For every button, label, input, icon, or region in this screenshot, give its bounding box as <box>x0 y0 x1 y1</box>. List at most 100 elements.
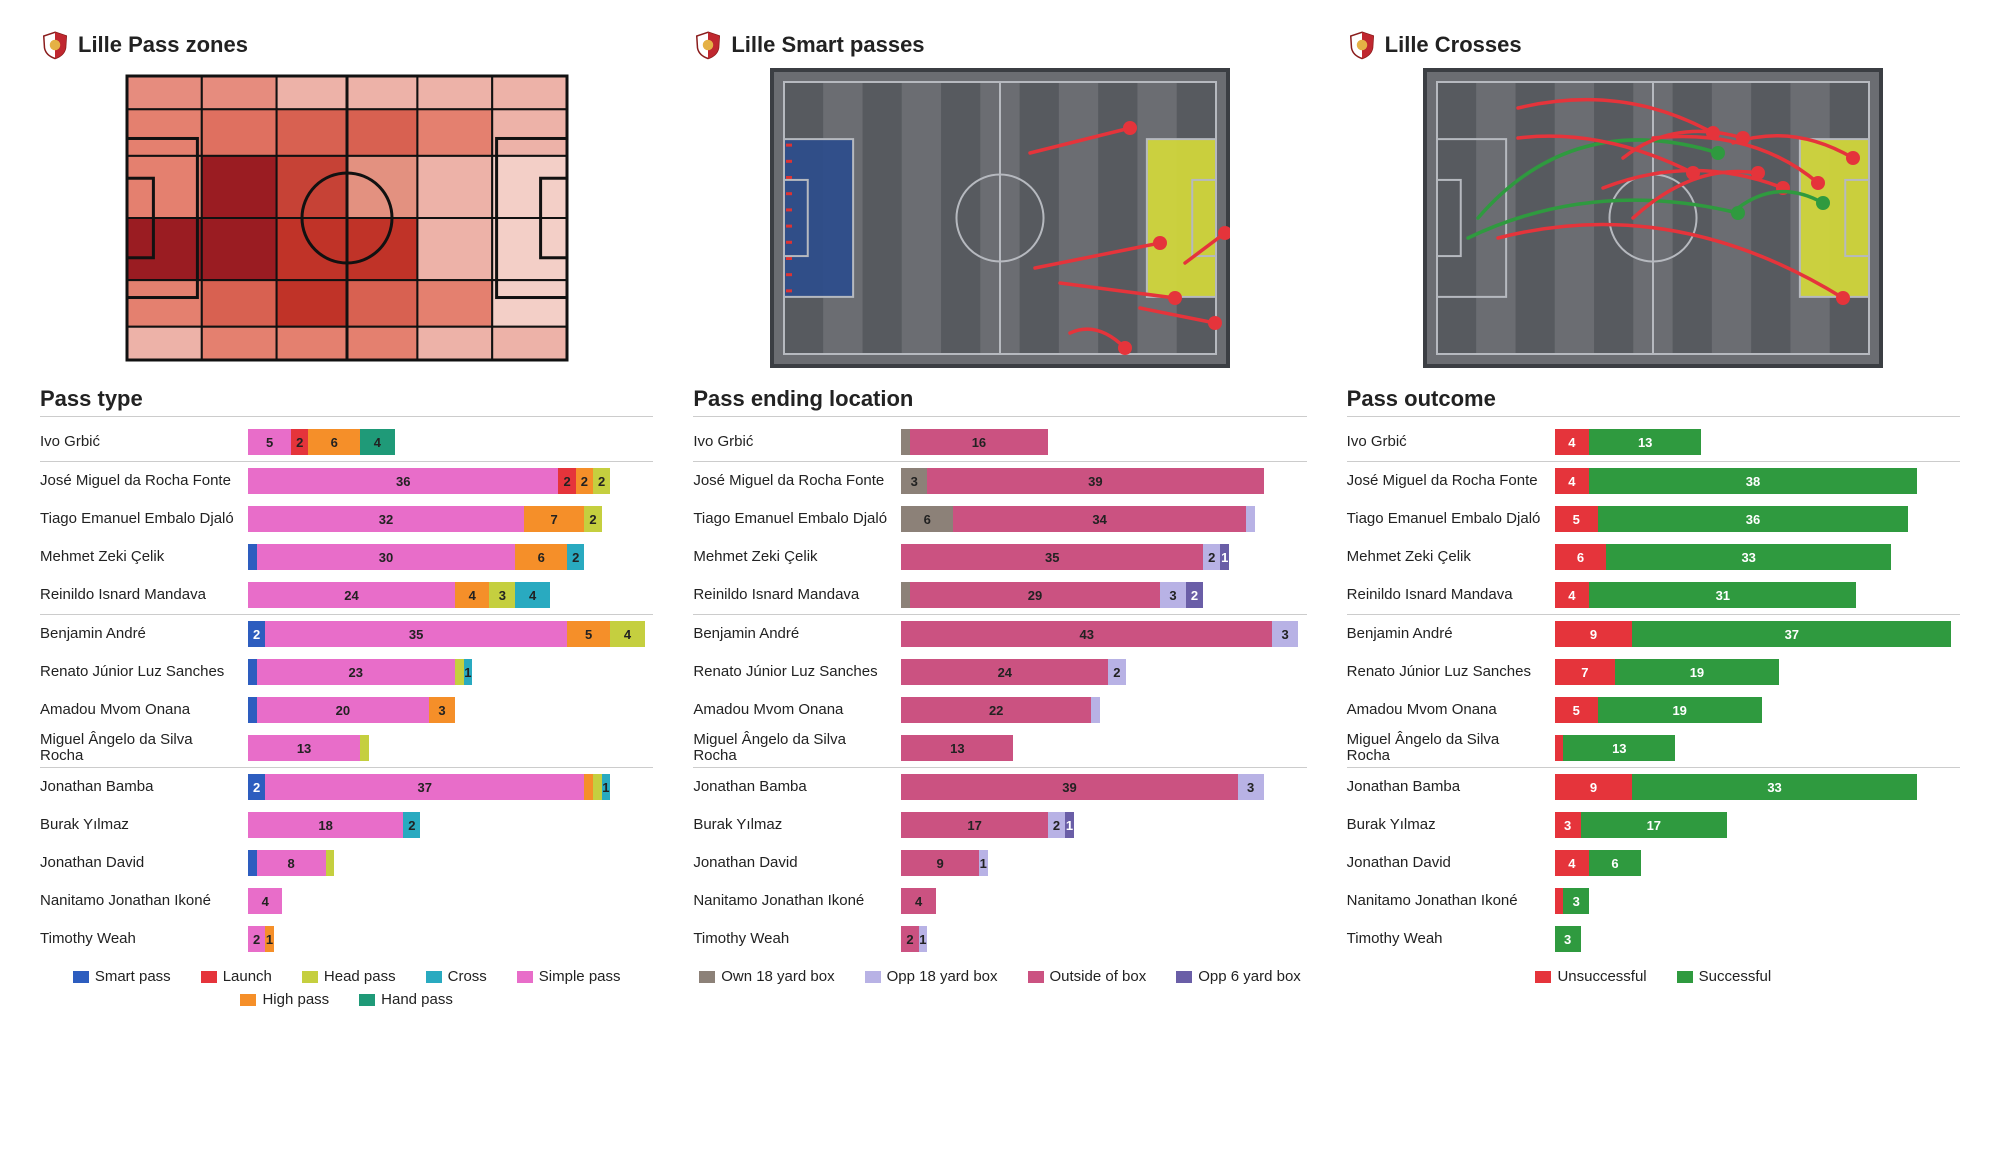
player-row: Jonathan Bamba2371 <box>40 768 653 806</box>
player-label: Jonathan David <box>40 855 240 872</box>
pitch-title-label: Lille Pass zones <box>78 32 248 58</box>
bar-segment: 4 <box>515 582 549 608</box>
player-row: Benjamin André433 <box>693 615 1306 653</box>
bar-segment: 2 <box>576 468 593 494</box>
bar-segment: 23 <box>257 659 455 685</box>
player-row: Nanitamo Jonathan Ikoné 3 <box>1347 882 1960 920</box>
bar-segment: 18 <box>248 812 403 838</box>
chart-pass-type: Pass typeIvo Grbić5264José Miguel da Roc… <box>40 368 653 1008</box>
bar-segment <box>248 544 257 570</box>
bar-segment: 2 <box>1186 582 1203 608</box>
bar-segment: 19 <box>1598 697 1762 723</box>
player-row: Burak Yılmaz1721 <box>693 806 1306 844</box>
bar-segment: 32 <box>248 506 524 532</box>
legend-item: Own 18 yard box <box>699 968 834 985</box>
bar-segment: 4 <box>1555 429 1589 455</box>
player-row: Reinildo Isnard Mandava431 <box>1347 576 1960 614</box>
legend-swatch <box>1535 971 1551 983</box>
bar-segment: 35 <box>901 544 1203 570</box>
legend-item: Successful <box>1677 968 1772 985</box>
player-row: José Miguel da Rocha Fonte36222 <box>40 462 653 500</box>
bar-segment: 3 <box>489 582 515 608</box>
player-label: Nanitamo Jonathan Ikoné <box>40 893 240 910</box>
player-row: Reinildo Isnard Mandava2932 <box>693 576 1306 614</box>
player-row: José Miguel da Rocha Fonte438 <box>1347 462 1960 500</box>
bar-track: 3272 <box>248 506 653 532</box>
bar-segment: 2 <box>1108 659 1125 685</box>
bar-track: 633 <box>1555 544 1960 570</box>
bar-track: 91 <box>901 850 1306 876</box>
bar-segment: 2 <box>558 468 575 494</box>
legend-swatch <box>73 971 89 983</box>
bar-segment <box>593 774 602 800</box>
player-label: Jonathan Bamba <box>693 779 893 796</box>
chart-title: Pass outcome <box>1347 386 1960 417</box>
chart-rows: Ivo Grbić5264José Miguel da Rocha Fonte3… <box>40 423 653 958</box>
player-row: Benjamin André23554 <box>40 615 653 653</box>
bar-segment <box>1555 888 1564 914</box>
bar-track: 4 <box>901 888 1306 914</box>
bar-track: 413 <box>1555 429 1960 455</box>
bar-segment: 38 <box>1589 468 1917 494</box>
player-row: Jonathan David91 <box>693 844 1306 882</box>
legend-item: Hand pass <box>359 991 453 1008</box>
legend-item: Outside of box <box>1028 968 1147 985</box>
player-label: Amadou Mvom Onana <box>40 702 240 719</box>
player-label: Renato Júnior Luz Sanches <box>40 664 240 681</box>
bar-segment: 6 <box>1555 544 1607 570</box>
bar-track: 339 <box>901 468 1306 494</box>
bar-track: 3521 <box>901 544 1306 570</box>
bar-segment: 3 <box>1555 926 1581 952</box>
dashboard: Lille Pass zonesPass typeIvo Grbić5264Jo… <box>0 0 2000 1175</box>
player-label: José Miguel da Rocha Fonte <box>40 473 240 490</box>
player-label: Mehmet Zeki Çelik <box>1347 549 1547 566</box>
player-label: Renato Júnior Luz Sanches <box>693 664 893 681</box>
player-label: Amadou Mvom Onana <box>693 702 893 719</box>
player-row: Renato Júnior Luz Sanches242 <box>693 653 1306 691</box>
legend-label: Successful <box>1699 968 1772 985</box>
player-label: Miguel Ângelo da Silva Rocha <box>1347 732 1547 765</box>
bar-track: 4 <box>248 888 653 914</box>
bar-track: 719 <box>1555 659 1960 685</box>
bar-segment: 5 <box>1555 506 1598 532</box>
bar-segment <box>1246 506 1255 532</box>
bar-track: 182 <box>248 812 653 838</box>
bar-track: 3 <box>1555 926 1960 952</box>
player-label: Burak Yılmaz <box>1347 817 1547 834</box>
player-label: Reinildo Isnard Mandava <box>693 587 893 604</box>
legend-item: Cross <box>426 968 487 985</box>
player-row: Jonathan David8 <box>40 844 653 882</box>
bar-segment: 2 <box>1048 812 1065 838</box>
bar-segment <box>1555 735 1564 761</box>
bar-segment: 2 <box>1203 544 1220 570</box>
bar-track: 13 <box>901 735 1306 761</box>
player-label: Ivo Grbić <box>40 434 240 451</box>
bar-track: 536 <box>1555 506 1960 532</box>
bar-segment: 17 <box>901 812 1048 838</box>
bar-track: 933 <box>1555 774 1960 800</box>
pitch-title-label: Lille Smart passes <box>731 32 924 58</box>
player-row: Jonathan Bamba393 <box>693 768 1306 806</box>
player-label: Timothy Weah <box>40 931 240 948</box>
legend-label: Cross <box>448 968 487 985</box>
bar-track: 3 <box>1555 888 1960 914</box>
pitch-wrap <box>1347 68 1960 368</box>
bar-segment: 2 <box>403 812 420 838</box>
bar-segment: 6 <box>308 429 360 455</box>
bar-segment: 1 <box>464 659 473 685</box>
player-label: Timothy Weah <box>1347 931 1547 948</box>
pitch-title: Lille Crosses <box>1347 30 1960 60</box>
bar-segment <box>455 659 464 685</box>
player-label: Jonathan Bamba <box>40 779 240 796</box>
bar-segment: 1 <box>919 926 928 952</box>
player-label: Benjamin André <box>693 626 893 643</box>
chart-pass-outcome: Pass outcomeIvo Grbić413José Miguel da R… <box>1347 368 1960 985</box>
bar-segment: 30 <box>257 544 516 570</box>
player-label: Nanitamo Jonathan Ikoné <box>1347 893 1547 910</box>
bar-segment: 6 <box>1589 850 1641 876</box>
bar-segment: 2 <box>291 429 308 455</box>
bar-segment: 4 <box>1555 468 1589 494</box>
bar-segment: 39 <box>927 468 1263 494</box>
bar-segment: 29 <box>910 582 1160 608</box>
bar-track: 23554 <box>248 621 653 647</box>
